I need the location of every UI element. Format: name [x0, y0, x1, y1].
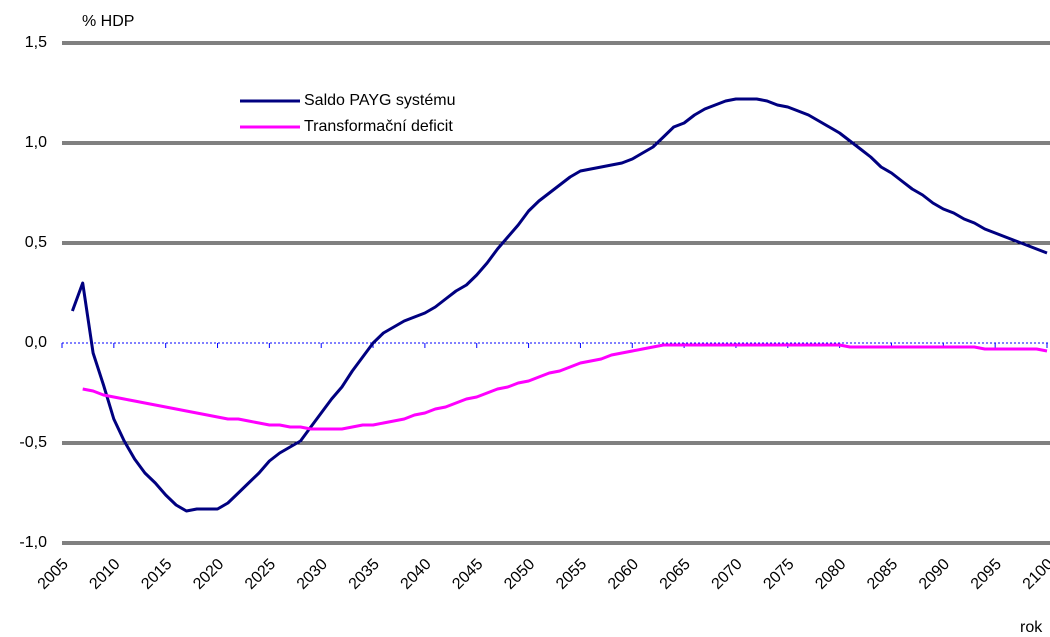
- legend-label: Transformační deficit: [304, 118, 453, 135]
- x-tick-label: 2065: [657, 556, 694, 593]
- x-tick-label: 2035: [346, 556, 383, 593]
- x-tick-label: 2060: [605, 556, 642, 593]
- series-line: [70, 97, 1048, 513]
- y-tick-label: 0,0: [25, 334, 47, 351]
- y-tick-label: 0,5: [25, 234, 47, 251]
- y-tick-label: -0,5: [19, 434, 47, 451]
- x-tick-label: 2040: [398, 556, 435, 593]
- y-tick-label: -1,0: [19, 534, 47, 551]
- y-tick-label: 1,5: [25, 34, 47, 51]
- y-tick-label: 1,0: [25, 134, 47, 151]
- x-tick-label: 2055: [553, 556, 590, 593]
- x-tick-label: 2015: [138, 556, 175, 593]
- x-tick-label: 2095: [968, 556, 1005, 593]
- series-line: [82, 343, 1048, 431]
- x-tick-label: 2085: [864, 556, 901, 593]
- x-tick-label: 2030: [294, 556, 331, 593]
- x-tick-label: 2090: [916, 556, 953, 593]
- x-tick-label: 2020: [190, 556, 227, 593]
- y-axis-label: % HDP: [82, 13, 134, 30]
- x-tick-label: 2100: [1020, 556, 1050, 593]
- x-tick-label: 2080: [812, 556, 849, 593]
- x-tick-label: 2075: [760, 556, 797, 593]
- legend-background: [236, 88, 518, 140]
- x-tick-label: 2025: [242, 556, 279, 593]
- x-tick-label: 2010: [86, 556, 123, 593]
- x-tick-label: 2045: [449, 556, 486, 593]
- x-axis-label: rok: [1020, 619, 1043, 636]
- legend-label: Saldo PAYG systému: [304, 92, 455, 109]
- x-tick-label: 2070: [709, 556, 746, 593]
- x-tick-label: 2005: [35, 556, 72, 593]
- x-tick-label: 2050: [501, 556, 538, 593]
